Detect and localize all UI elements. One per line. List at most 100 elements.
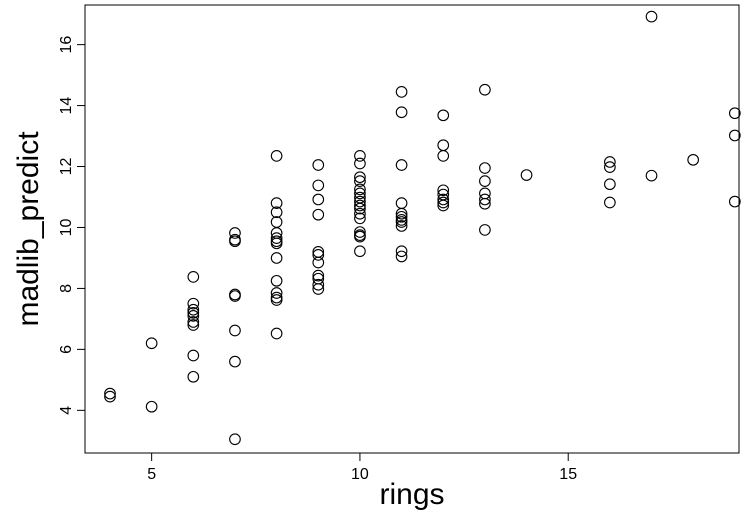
data-point bbox=[437, 193, 450, 206]
data-point bbox=[354, 183, 366, 196]
data-point bbox=[270, 291, 283, 304]
data-point bbox=[312, 179, 325, 192]
data-point bbox=[187, 349, 200, 362]
data-point bbox=[479, 162, 491, 174]
y-tick-label: 6 bbox=[58, 345, 75, 354]
data-point bbox=[354, 199, 366, 212]
y-tick-label: 14 bbox=[58, 97, 75, 115]
data-point bbox=[270, 327, 283, 340]
data-point bbox=[395, 220, 408, 232]
data-point bbox=[395, 245, 408, 258]
data-point bbox=[520, 169, 533, 181]
data-point bbox=[229, 290, 241, 302]
data-point bbox=[187, 303, 200, 316]
data-point bbox=[312, 283, 325, 295]
data-point bbox=[187, 297, 200, 310]
data-point bbox=[395, 250, 408, 263]
data-point bbox=[395, 106, 408, 119]
data-point bbox=[312, 278, 325, 291]
data-point bbox=[354, 230, 366, 243]
y-tick-label: 12 bbox=[58, 158, 75, 176]
data-point bbox=[437, 139, 450, 152]
data-point bbox=[229, 227, 241, 239]
data-point bbox=[187, 370, 200, 383]
data-point bbox=[312, 249, 325, 261]
data-point bbox=[270, 252, 283, 264]
data-point bbox=[479, 197, 491, 210]
x-tick-label: 5 bbox=[147, 466, 156, 483]
data-point bbox=[437, 199, 450, 212]
data-point bbox=[104, 387, 116, 400]
data-point bbox=[395, 207, 408, 220]
data-point bbox=[479, 83, 491, 96]
x-axis-title: rings bbox=[379, 478, 444, 511]
plot-box bbox=[84, 4, 740, 454]
data-point bbox=[354, 171, 366, 184]
data-point bbox=[270, 150, 283, 162]
data-point bbox=[270, 294, 283, 306]
data-point bbox=[395, 86, 408, 98]
data-point bbox=[270, 206, 283, 219]
data-point bbox=[354, 226, 366, 238]
y-axis-title: madlib_predict bbox=[12, 131, 45, 327]
data-point bbox=[270, 237, 283, 250]
data-point bbox=[312, 193, 325, 206]
data-point bbox=[270, 274, 283, 287]
data-point bbox=[354, 150, 366, 162]
data-point bbox=[728, 195, 741, 208]
data-point bbox=[437, 150, 450, 162]
data-points bbox=[104, 10, 741, 446]
data-point bbox=[604, 178, 616, 191]
data-point bbox=[270, 216, 283, 228]
data-point bbox=[395, 210, 408, 223]
y-tick-label: 10 bbox=[58, 218, 75, 236]
data-point bbox=[687, 153, 700, 166]
data-point bbox=[270, 232, 283, 244]
data-point bbox=[270, 287, 283, 299]
data-point bbox=[229, 235, 241, 248]
data-point bbox=[104, 390, 116, 403]
data-point bbox=[187, 319, 200, 331]
data-point bbox=[229, 324, 241, 337]
data-point bbox=[479, 187, 491, 200]
data-point bbox=[604, 156, 616, 168]
data-point bbox=[270, 197, 283, 209]
data-point bbox=[728, 129, 741, 142]
x-tick-label: 10 bbox=[351, 466, 369, 483]
plot-frame bbox=[84, 4, 740, 454]
y-tick-label: 16 bbox=[58, 36, 75, 54]
data-point bbox=[437, 184, 450, 197]
data-point bbox=[479, 224, 491, 236]
data-point bbox=[354, 207, 366, 220]
data-point bbox=[437, 109, 450, 122]
data-point bbox=[479, 175, 491, 188]
x-tick-label: 15 bbox=[559, 466, 577, 483]
data-point bbox=[645, 10, 658, 23]
data-point bbox=[187, 310, 200, 322]
data-point bbox=[229, 355, 241, 368]
data-point bbox=[145, 337, 158, 350]
data-point bbox=[604, 196, 616, 209]
data-point bbox=[354, 245, 366, 258]
data-point bbox=[187, 306, 200, 319]
data-point bbox=[312, 269, 325, 282]
data-point bbox=[645, 169, 658, 182]
data-point bbox=[187, 270, 200, 283]
data-point bbox=[354, 187, 366, 200]
data-point bbox=[229, 433, 241, 446]
data-point bbox=[354, 212, 366, 225]
data-point bbox=[354, 157, 366, 170]
y-tick-label: 4 bbox=[58, 406, 75, 415]
data-point bbox=[479, 193, 491, 206]
data-point bbox=[354, 202, 366, 215]
data-point bbox=[312, 256, 325, 269]
data-point bbox=[728, 107, 741, 120]
data-point bbox=[437, 196, 450, 209]
data-point bbox=[604, 161, 616, 173]
data-point bbox=[354, 175, 366, 188]
data-point bbox=[187, 316, 200, 328]
data-point bbox=[395, 159, 408, 171]
data-point bbox=[312, 159, 325, 171]
y-axis: 4 6 8 10 12 14 16 bbox=[58, 36, 85, 415]
